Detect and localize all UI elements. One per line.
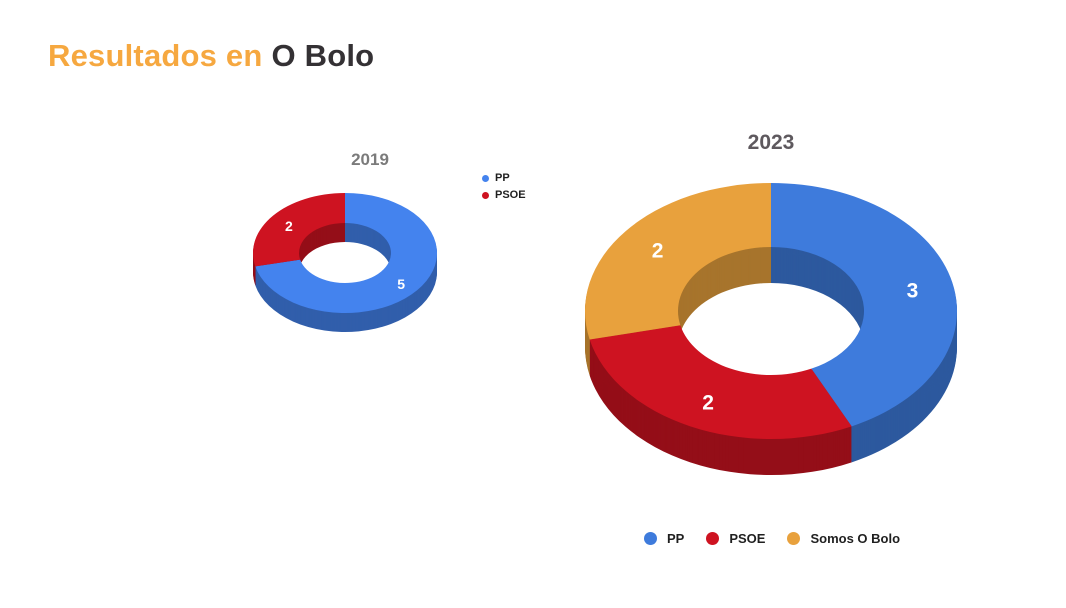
legend-label-psoe: PSOE	[495, 189, 526, 201]
slice-value-psoe: 2	[702, 391, 714, 414]
legend-item-2023-somos-o-bolo: Somos O Bolo	[787, 531, 900, 546]
legend-item-2023-pp: PP	[643, 531, 685, 546]
slice-somos-o-bolo	[584, 183, 771, 340]
donut-chart-2023: 3 2 2	[584, 183, 957, 475]
slice-value-pp: 3	[907, 279, 919, 302]
psoe-color-dot	[482, 191, 489, 199]
legend-label-psoe: PSOE	[729, 531, 766, 546]
slice-psoe	[589, 325, 852, 439]
legend-label-pp: PP	[495, 172, 510, 184]
somos-o-bolo-color-dot	[787, 532, 801, 545]
slice-psoe	[253, 193, 345, 267]
pp-color-dot	[643, 532, 657, 545]
page-title-rest: O Bolo	[271, 38, 375, 73]
chart-2023-legend: PP PSOE Somos O Bolo	[577, 531, 967, 546]
chart-2019-legend: PP PSOE	[482, 172, 526, 201]
legend-item-2019-psoe: PSOE	[482, 189, 526, 201]
legend-label-pp: PP	[666, 531, 685, 546]
donut-chart-2019: 52	[253, 193, 438, 332]
slice-value-psoe: 2	[285, 218, 293, 234]
legend-label-somos-o-bolo: Somos O Bolo	[810, 531, 901, 546]
slice-value-pp: 5	[397, 276, 405, 292]
legend-item-2019-pp: PP	[482, 172, 526, 184]
chart-2023-title: 2023	[747, 131, 795, 154]
slice-pp	[255, 193, 438, 313]
slice-value-somos-o-bolo: 2	[652, 239, 664, 262]
legend-item-2023-psoe: PSOE	[706, 531, 765, 546]
page-title-accent: Resultados en	[48, 38, 263, 73]
page-title: Resultados en O Bolo	[48, 38, 374, 74]
slice-pp	[771, 183, 957, 427]
psoe-color-dot	[706, 532, 720, 545]
chart-2019-title: 2019	[351, 150, 389, 169]
pp-color-dot	[482, 174, 489, 182]
